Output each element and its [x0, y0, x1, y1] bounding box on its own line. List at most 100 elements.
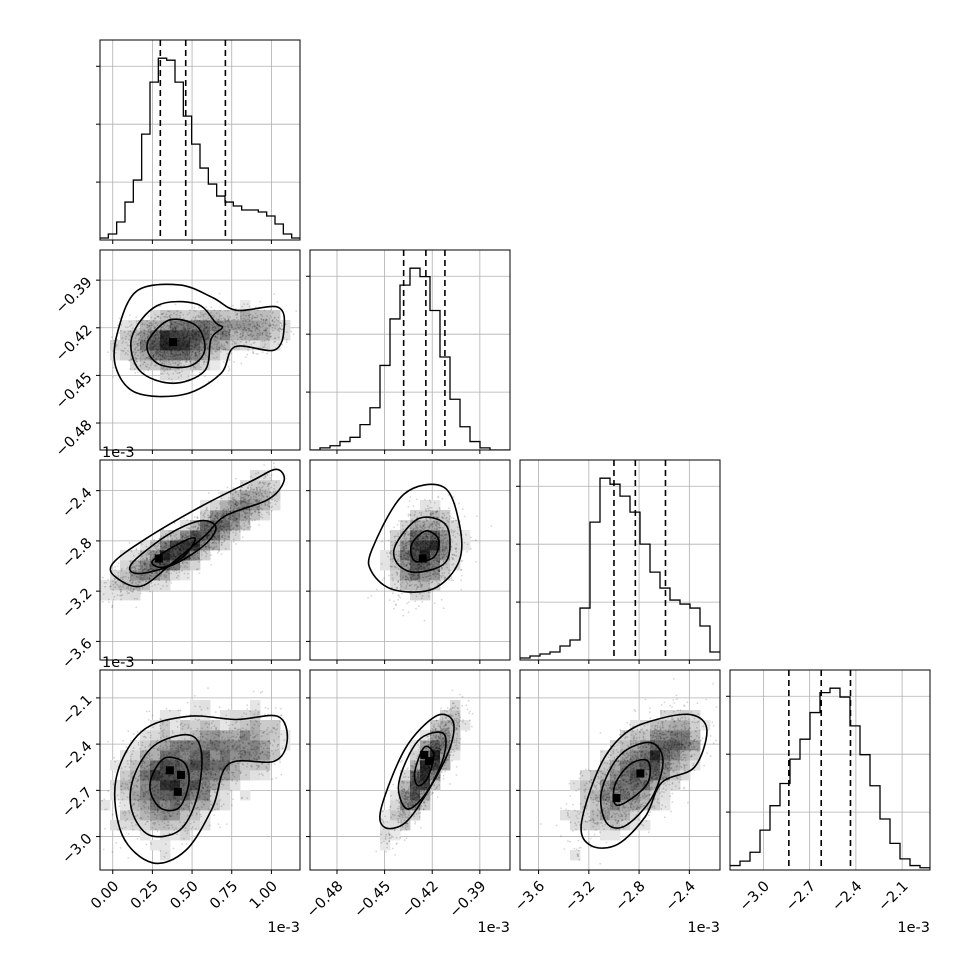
sample-point [264, 333, 267, 336]
sample-point [211, 546, 213, 549]
sample-point [163, 542, 166, 544]
sample-point [163, 360, 166, 363]
sample-point [149, 590, 152, 593]
sample-point [148, 551, 151, 554]
sample-point [181, 370, 184, 372]
sample-point [419, 526, 421, 528]
sample-point [241, 497, 243, 500]
sample-point [163, 545, 165, 548]
sample-point [236, 508, 238, 510]
density-cell [230, 530, 241, 541]
sample-point [431, 563, 434, 566]
sample-point [451, 556, 454, 559]
sample-point [167, 558, 170, 561]
sample-point [236, 504, 239, 507]
sample-point [416, 586, 418, 589]
sample-point [250, 330, 252, 332]
sample-point [169, 554, 171, 556]
sample-point [441, 556, 444, 559]
sample-point [195, 539, 198, 541]
sample-point [182, 317, 185, 320]
sample-point [242, 328, 245, 331]
sample-point [233, 327, 236, 330]
sample-point [170, 326, 172, 329]
density-cell [140, 320, 151, 331]
sample-point [138, 558, 141, 560]
sample-point [417, 572, 420, 575]
sample-point [235, 518, 238, 521]
sample-point [171, 329, 174, 332]
sample-point [409, 527, 412, 529]
sample-point [139, 347, 142, 350]
sample-point [405, 544, 408, 547]
sample-point [180, 320, 182, 323]
density-cell [120, 350, 131, 361]
sample-point [197, 322, 200, 325]
sample-point [228, 329, 231, 332]
sample-point [202, 321, 205, 324]
sample-point [227, 365, 230, 368]
sample-point [420, 547, 423, 550]
sample-point [171, 326, 174, 329]
sample-point [179, 553, 182, 555]
sample-point [442, 517, 445, 519]
sample-point [196, 516, 199, 518]
sample-point [381, 579, 384, 582]
sample-point [204, 527, 207, 530]
sample-point [148, 549, 151, 551]
sample-point [416, 577, 418, 580]
sample-point [160, 335, 163, 337]
sample-point [151, 348, 154, 350]
sample-point [169, 567, 172, 570]
sample-point [166, 536, 169, 538]
sample-point [169, 540, 172, 543]
sample-point [274, 337, 276, 339]
sample-point [277, 328, 280, 330]
sample-point [439, 548, 441, 550]
sample-point [437, 523, 439, 526]
sample-point [214, 514, 217, 517]
sample-point [173, 330, 175, 333]
sample-point [124, 576, 127, 578]
sample-point [443, 530, 446, 532]
sample-point [417, 574, 419, 577]
sample-point [436, 520, 439, 523]
sample-point [437, 495, 440, 498]
sample-point [173, 547, 175, 550]
sample-point [147, 550, 150, 552]
sample-point [143, 577, 145, 580]
sample-point [205, 531, 207, 534]
sample-point [442, 560, 445, 563]
sample-point [190, 332, 193, 335]
sample-point [267, 335, 270, 338]
sample-point [164, 557, 166, 560]
sample-point [438, 522, 440, 525]
sample-point [138, 574, 141, 577]
sample-point [187, 576, 189, 579]
sample-point [175, 314, 178, 316]
sample-point [241, 514, 243, 517]
sample-point [196, 535, 199, 538]
sample-point [158, 340, 161, 343]
sample-point [185, 351, 188, 354]
sample-point [184, 360, 187, 363]
density-cell [200, 520, 211, 531]
sample-point [431, 580, 434, 583]
sample-point [185, 359, 188, 362]
sample-point [254, 499, 257, 502]
sample-point [164, 558, 167, 561]
sample-point [174, 362, 177, 365]
sample-point [442, 517, 444, 520]
sample-point [222, 346, 224, 348]
sample-point [193, 533, 196, 535]
sample-point [146, 551, 149, 554]
sample-point [186, 544, 189, 546]
sample-point [220, 318, 223, 320]
sample-point [203, 550, 206, 552]
sample-point [133, 573, 136, 576]
sample-point [416, 567, 419, 570]
sample-point [144, 563, 147, 566]
density-cell [230, 340, 241, 351]
sample-point [263, 345, 266, 348]
